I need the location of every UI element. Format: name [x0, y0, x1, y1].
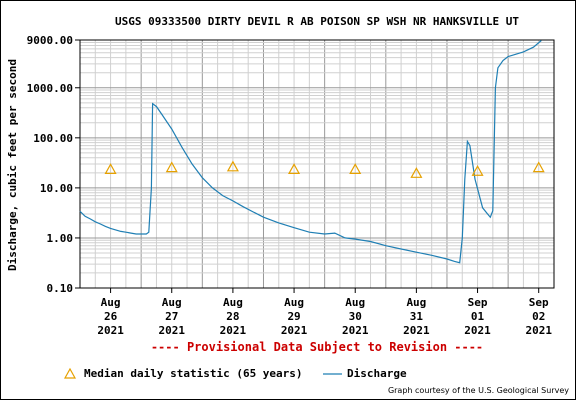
median-marker — [288, 163, 301, 174]
grid-lines — [79, 39, 555, 289]
x-tick-label: Aug 28 2021 — [220, 296, 247, 337]
credit-line: Graph courtesy of the U.S. Geological Su… — [388, 386, 569, 395]
x-axis-ticks: Aug 26 2021 Aug 27 2021 Aug 28 2021 Aug 29 2021 Aug 3… — [97, 288, 552, 337]
median-marker — [471, 165, 484, 176]
series-layer — [79, 40, 545, 264]
y-axis-label: Discharge, cubic feet per second — [6, 59, 19, 271]
legend: Median daily statistic (65 years) Discha… — [63, 367, 407, 380]
median-marker — [410, 167, 423, 178]
median-legend-label: Median daily statistic (65 years) — [84, 367, 303, 380]
y-tick-label: 9000.00 — [27, 34, 73, 47]
chart-title: USGS 09333500 DIRTY DEVIL R AB POISON SP… — [115, 15, 519, 28]
plot-area-border — [79, 39, 555, 289]
median-marker — [104, 163, 117, 174]
x-tick-label: Sep 02 2021 — [525, 296, 552, 337]
x-tick-label: Aug 26 2021 — [97, 296, 124, 337]
x-tick-label: Aug 27 2021 — [158, 296, 185, 337]
y-axis-ticks: 0.10 1.00 10.00 100.00 1000.00 9000.00 — [27, 34, 80, 295]
median-marker — [349, 163, 362, 174]
y-tick-label: 0.10 — [47, 282, 74, 295]
discharge-line — [79, 40, 542, 264]
provisional-notice: ---- Provisional Data Subject to Revisio… — [151, 340, 483, 354]
discharge-legend-label: Discharge — [347, 367, 407, 380]
y-tick-label: 1.00 — [47, 232, 74, 245]
x-tick-label: Aug 31 2021 — [403, 296, 430, 337]
x-tick-label: Aug 30 2021 — [342, 296, 369, 337]
y-tick-label: 10.00 — [40, 182, 73, 195]
x-tick-label: Sep 01 2021 — [464, 296, 491, 337]
median-marker — [532, 161, 545, 173]
median-marker — [165, 161, 178, 173]
y-tick-label: 100.00 — [33, 132, 73, 145]
median-legend-icon — [63, 367, 77, 379]
median-marker — [226, 160, 239, 172]
y-tick-label: 1000.00 — [27, 82, 73, 95]
x-tick-label: Aug 29 2021 — [281, 296, 308, 337]
